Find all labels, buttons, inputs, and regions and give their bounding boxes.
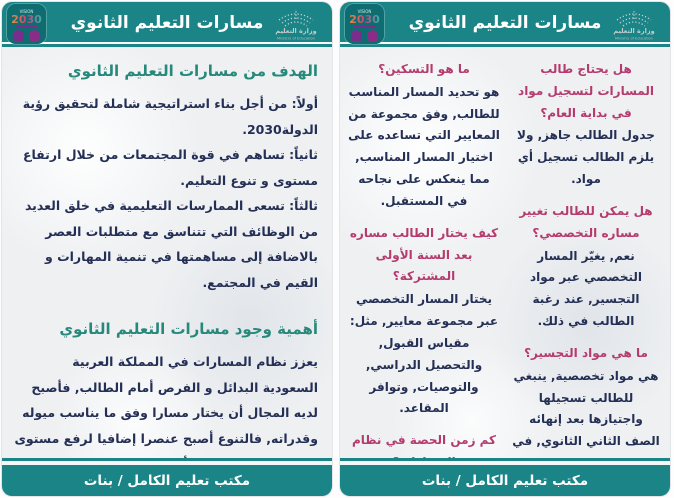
faq-answer: نعم, يغيّر المسار التخصصي عبر مواد التجس… — [529, 248, 643, 329]
faq-answer: هي مواد تخصصية, ينبغي للطالب تسجيلها واج… — [512, 368, 660, 458]
footer-text: مكتب تعليم الكامل / بنات — [421, 473, 589, 489]
section-heading-importance: أهمية وجود مسارات التعليم الثانوي — [59, 320, 318, 338]
footer-bar: مكتب تعليم الكامل / بنات — [340, 465, 670, 496]
faq-column-right: هل يحتاج طالب المسارات لتسجيل مواد في بد… — [510, 59, 662, 458]
goal-paragraph-3: ثالثاً: تسعى الممارسات التعليمية في خلق … — [24, 198, 318, 290]
qa-block: كم زمن الحصة في نظام المسارات؟ زمن الحصة… — [348, 430, 500, 458]
faq-content: هل يحتاج طالب المسارات لتسجيل مواد في بد… — [340, 47, 670, 458]
svg-text:VISION: VISION — [358, 9, 372, 14]
vision-2030-badge-icon: VISION 2030 — [345, 4, 384, 44]
page-title: مسارات التعليم الثانوي — [70, 13, 264, 33]
header-divider-line — [340, 44, 670, 47]
header-bar: مسارات التعليم الثانوي — [340, 2, 670, 42]
svg-text:2030: 2030 — [11, 13, 42, 26]
importance-paragraph: يعزز نظام المسارات في المملكة العربية ال… — [14, 354, 318, 458]
faq-question: هل يمكن للطالب تغيير مساره التخصصي؟ — [519, 203, 653, 240]
faq-question: ما هو التسكين؟ — [378, 62, 470, 76]
faq-column-left: ما هو التسكين؟ هو تحديد المسار المناسب ل… — [348, 59, 500, 458]
qa-block: ما هو التسكين؟ هو تحديد المسار المناسب ل… — [348, 59, 500, 213]
svg-text:VISION: VISION — [20, 9, 34, 14]
header-divider-line — [2, 44, 332, 47]
svg-text:2030: 2030 — [349, 13, 380, 26]
qa-block: ما هي مواد التجسير؟ هي مواد تخصصية, ينبغ… — [510, 343, 662, 458]
header-divider-gap — [2, 42, 332, 44]
panel-faq: VISION 2030 وزارة التعليم Ministry of Ed… — [340, 2, 670, 496]
faq-answer: هو تحديد المسار المناسب للطالب, وفق مجمو… — [348, 84, 500, 208]
footer-divider-line — [2, 458, 332, 461]
svg-text:وزارة التعليم: وزارة التعليم — [275, 27, 316, 35]
footer-bar: مكتب تعليم الكامل / بنات — [2, 465, 332, 496]
panel-goals: VISION 2030 وزارة التعليم Ministry of Ed… — [2, 2, 332, 496]
section-heading-goal: الهدف من مسارات التعليم الثانوي — [67, 62, 318, 80]
svg-text:Ministry of Education: Ministry of Education — [277, 37, 315, 41]
ministry-of-education-logo: وزارة التعليم Ministry of Education — [605, 6, 663, 42]
faq-question: كم زمن الحصة في نظام المسارات؟ — [351, 433, 497, 458]
header-divider-gap — [340, 42, 670, 44]
footer-divider-gap — [2, 461, 332, 465]
footer-text: مكتب تعليم الكامل / بنات — [83, 473, 251, 489]
vision-2030-badge-icon: VISION 2030 — [7, 4, 46, 44]
qa-block: هل يمكن للطالب تغيير مساره التخصصي؟ نعم,… — [510, 201, 662, 333]
page-title: مسارات التعليم الثانوي — [408, 13, 602, 33]
qa-block: هل يحتاج طالب المسارات لتسجيل مواد في بد… — [510, 59, 662, 191]
svg-text:Ministry of Education: Ministry of Education — [615, 37, 653, 41]
goals-content: الهدف من مسارات التعليم الثانوي أولاً: م… — [2, 47, 332, 458]
faq-question: ما هي مواد التجسير؟ — [524, 345, 648, 360]
faq-answer: جدول الطالب جاهز, ولا يلزم الطالب تسجيل … — [517, 128, 655, 187]
qa-block: كيف يختار الطالب مساره بعد السنة الأولى … — [348, 223, 500, 420]
footer-divider-gap — [340, 461, 670, 465]
faq-question: كيف يختار الطالب مساره بعد السنة الأولى … — [349, 225, 499, 284]
footer-divider-line — [340, 458, 670, 461]
svg-text:وزارة التعليم: وزارة التعليم — [613, 27, 654, 35]
header-bar: مسارات التعليم الثانوي — [2, 2, 332, 42]
faq-answer: يختار المسار التخصصي عبر مجموعة معايير, … — [349, 292, 499, 416]
faq-question: هل يحتاج طالب المسارات لتسجيل مواد في بد… — [518, 62, 654, 120]
ministry-of-education-logo: وزارة التعليم Ministry of Education — [267, 6, 325, 42]
goal-paragraph-1: أولاً: من أجل بناء استراتيجية شاملة لتحق… — [22, 96, 318, 137]
goal-paragraph-2: ثانياً: تساهم في قوة المجتمعات من خلال ا… — [22, 147, 318, 188]
